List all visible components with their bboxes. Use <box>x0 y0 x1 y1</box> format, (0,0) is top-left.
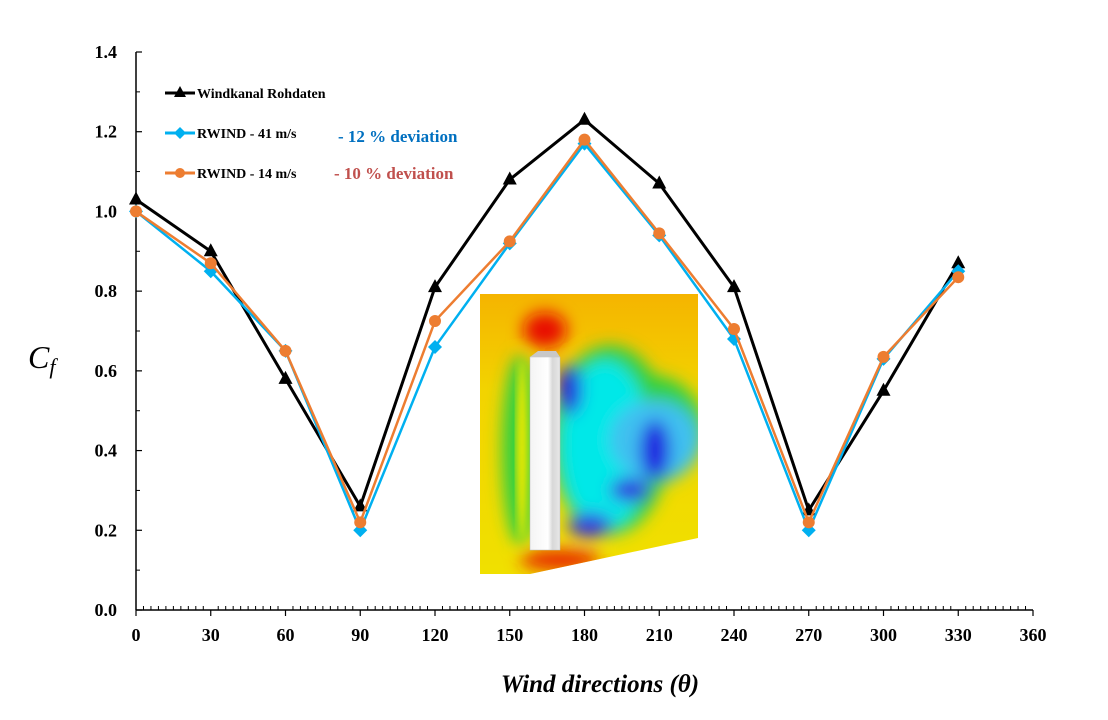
x-tick-label: 210 <box>646 625 673 645</box>
x-tick-label: 0 <box>132 625 141 645</box>
x-tick-label: 30 <box>202 625 220 645</box>
y-tick-label: 0.2 <box>95 520 118 540</box>
data-point <box>354 516 367 529</box>
legend: Windkanal Rohdaten RWIND - 41 m/s - 12 %… <box>165 86 458 183</box>
x-axis-title: Wind directions (θ) <box>501 671 699 698</box>
y-tick-label: 1.2 <box>95 122 118 142</box>
data-point <box>802 516 815 529</box>
cfd-inset-image <box>480 294 698 574</box>
x-tick-label: 150 <box>496 625 523 645</box>
legend-label: RWIND - 14 m/s <box>197 167 297 182</box>
data-point <box>653 227 666 240</box>
y-axis-title: Cf <box>28 339 58 379</box>
legend-label: RWIND - 41 m/s <box>197 127 297 142</box>
legend-label: Windkanal Rohdaten <box>197 87 326 102</box>
x-tick-label: 120 <box>422 625 449 645</box>
data-point <box>727 279 741 293</box>
deviation-annotation: - 12 % deviation <box>338 127 458 146</box>
column-model <box>529 356 561 551</box>
y-tick-label: 1.0 <box>95 201 118 221</box>
x-tick-label: 60 <box>277 625 295 645</box>
data-point <box>203 243 218 257</box>
x-tick-label: 270 <box>795 625 822 645</box>
x-tick-label: 90 <box>351 625 369 645</box>
data-point <box>578 133 591 146</box>
y-tick-label: 1.4 <box>95 42 118 62</box>
data-point <box>428 339 442 354</box>
data-point <box>952 271 965 284</box>
data-point <box>204 257 217 270</box>
data-point <box>728 323 740 336</box>
x-tick-label: 300 <box>870 625 897 645</box>
legend-item-rwind-41: RWIND - 41 m/s - 12 % deviation <box>165 127 458 146</box>
data-point <box>652 175 667 189</box>
x-tick-label: 330 <box>945 625 972 645</box>
data-point <box>502 171 517 185</box>
data-point <box>577 111 592 125</box>
y-tick-label: 0.8 <box>95 281 118 301</box>
data-point <box>503 235 516 248</box>
x-tick-label: 180 <box>571 625 598 645</box>
series-0 <box>129 111 966 516</box>
data-point <box>877 350 890 363</box>
x-tick-label: 360 <box>1020 625 1047 645</box>
data-point <box>130 205 142 218</box>
y-tick-label: 0.0 <box>95 600 118 620</box>
data-point <box>951 255 966 269</box>
deviation-annotation: - 10 % deviation <box>334 164 454 183</box>
y-tick-label: 0.4 <box>95 441 118 461</box>
series-line <box>135 117 960 514</box>
legend-item-windkanal: Windkanal Rohdaten <box>165 86 326 102</box>
y-tick-label: 0.6 <box>95 361 118 381</box>
data-point <box>353 498 368 512</box>
data-point <box>428 279 442 293</box>
x-tick-label: 240 <box>721 625 748 645</box>
legend-item-rwind-14: RWIND - 14 m/s - 10 % deviation <box>165 164 454 183</box>
series-2 <box>130 133 965 529</box>
data-point <box>278 370 293 384</box>
data-point <box>876 382 891 396</box>
data-point <box>429 315 441 328</box>
series-line <box>135 137 960 526</box>
data-point <box>129 191 143 205</box>
data-point <box>279 344 292 357</box>
